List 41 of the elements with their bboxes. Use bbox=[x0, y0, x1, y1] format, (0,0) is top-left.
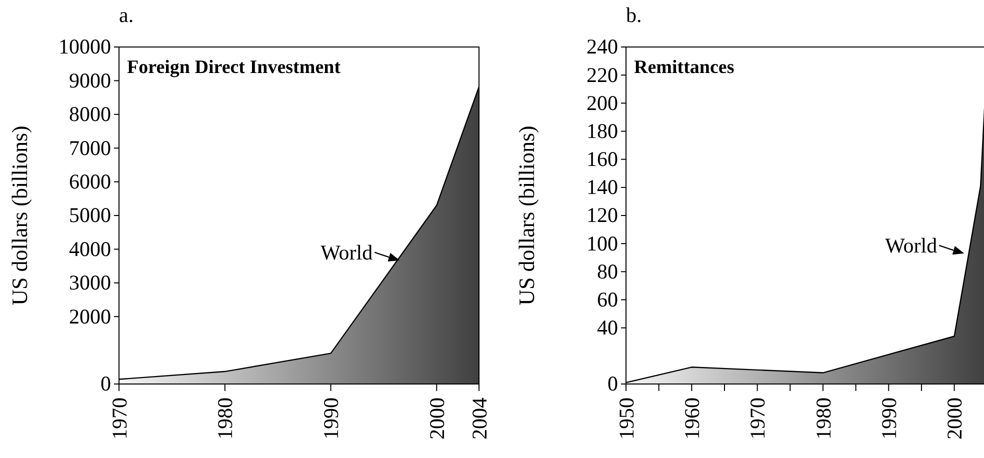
y-tick-label: 140 bbox=[586, 175, 618, 200]
y-tick-label: 60 bbox=[597, 287, 618, 312]
y-tick-label: 2000 bbox=[69, 304, 111, 328]
text: b. bbox=[626, 3, 642, 27]
text: a. bbox=[119, 3, 134, 27]
y-tick-label: 120 bbox=[586, 203, 618, 228]
y-tick-label: 9000 bbox=[69, 68, 111, 92]
y-tick-label: 180 bbox=[586, 118, 618, 143]
x-tick-label: 2000 bbox=[942, 398, 967, 440]
x-tick-label: 1950 bbox=[614, 398, 638, 440]
x-tick-label: 1960 bbox=[680, 398, 704, 440]
y-tick-label: 200 bbox=[586, 90, 618, 115]
x-tick-label: 1980 bbox=[811, 398, 836, 440]
x-tick-label: 2000 bbox=[424, 398, 449, 440]
y-tick-label: 6000 bbox=[69, 170, 111, 194]
y-tick-label: 7000 bbox=[69, 136, 111, 160]
y-tick-label: 100 bbox=[586, 231, 618, 256]
y-tick-label: 240 bbox=[586, 34, 618, 59]
annotation: World bbox=[885, 233, 938, 258]
x-tick-label: 1970 bbox=[107, 398, 132, 440]
y-tick-label: 80 bbox=[597, 259, 618, 284]
text: Remittances bbox=[634, 57, 734, 78]
y-tick-label: 0 bbox=[608, 372, 618, 396]
x-tick-label: 1980 bbox=[213, 398, 238, 440]
x-tick-label: 1970 bbox=[746, 398, 770, 440]
y-axis-title: US dollars (billions) bbox=[7, 126, 32, 306]
y-tick-label: 0 bbox=[100, 372, 111, 396]
x-tick-label: 1990 bbox=[876, 398, 901, 440]
y-tick-label: 160 bbox=[586, 147, 618, 172]
y-tick-label: 8000 bbox=[69, 102, 111, 126]
x-tick-label: 1990 bbox=[319, 398, 344, 440]
x-tick-label: 2004 bbox=[467, 397, 492, 440]
y-tick-label: 10000 bbox=[58, 34, 111, 59]
y-tick-label: 5000 bbox=[69, 203, 111, 228]
y-tick-label: 220 bbox=[586, 62, 618, 87]
text: Foreign Direct Investment bbox=[127, 57, 342, 78]
y-tick-label: 3000 bbox=[69, 270, 111, 295]
y-tick-label: 40 bbox=[597, 316, 618, 340]
y-axis-title: US dollars (billions) bbox=[514, 126, 539, 306]
y-tick-label: 4000 bbox=[69, 236, 111, 261]
annotation: World bbox=[320, 240, 374, 264]
